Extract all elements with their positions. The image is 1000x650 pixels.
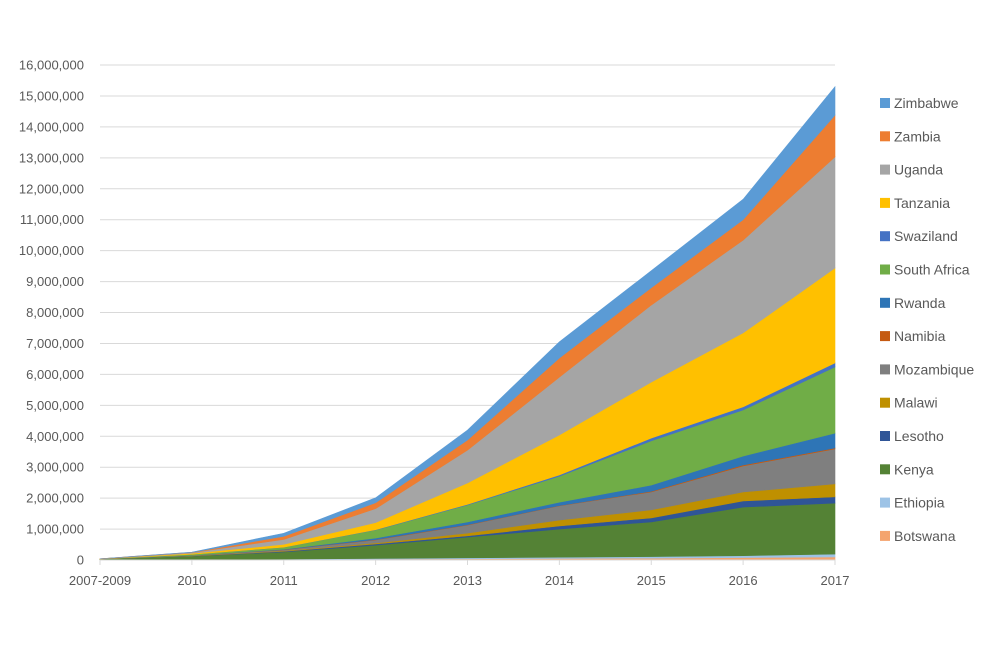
y-tick-label: 1,000,000 — [26, 522, 84, 537]
legend-item: Uganda — [880, 162, 943, 178]
legend-item: Zambia — [880, 128, 941, 144]
x-tick-label: 2013 — [453, 573, 482, 588]
legend-label: Ethiopia — [894, 495, 945, 511]
legend-label: Tanzania — [894, 195, 950, 211]
legend-item: Swaziland — [880, 228, 958, 244]
legend-swatch — [880, 530, 890, 541]
legend-label: South Africa — [894, 262, 970, 278]
y-tick-label: 5,000,000 — [26, 398, 84, 413]
y-tick-label: 16,000,000 — [19, 58, 84, 73]
legend-label: Kenya — [894, 461, 934, 477]
x-axis: 2007-2009 2010 2011 2012 2013 2014 2015 2016 201… — [69, 559, 850, 588]
legend-label: Zimbabwe — [894, 95, 959, 111]
legend-swatch — [880, 164, 890, 175]
y-tick-label: 7,000,000 — [26, 336, 84, 351]
y-tick-label: 4,000,000 — [26, 429, 84, 444]
x-tick-label: 2012 — [361, 573, 390, 588]
legend-item: Tanzania — [880, 195, 950, 211]
y-tick-label: 3,000,000 — [26, 460, 84, 475]
y-tick-label: 2,000,000 — [26, 491, 84, 506]
legend-swatch — [880, 98, 890, 108]
y-tick-label: 10,000,000 — [19, 243, 84, 258]
y-tick-label: 15,000,000 — [19, 88, 84, 103]
legend-swatch — [880, 497, 890, 508]
legend-label: Namibia — [894, 328, 946, 344]
legend-swatch — [880, 431, 890, 441]
x-tick-label: 2016 — [729, 573, 758, 588]
legend-swatch — [880, 231, 890, 242]
legend-item: Zimbabwe — [880, 95, 959, 111]
legend-swatch — [880, 464, 890, 475]
legend-item: Namibia — [880, 328, 946, 344]
x-tick-label: 2011 — [270, 573, 298, 588]
y-tick-label: 11,000,000 — [20, 212, 84, 227]
legend-swatch — [880, 331, 890, 342]
legend-label: Mozambique — [894, 361, 974, 377]
gridlines — [100, 64, 835, 530]
legend-swatch — [880, 297, 890, 308]
y-tick-label: 8,000,000 — [26, 305, 84, 320]
y-axis: 0 1,000,000 2,000,000 3,000,000 4,000,000 5,0… — [19, 58, 84, 568]
legend-item: Malawi — [880, 395, 938, 411]
legend-swatch — [880, 264, 890, 275]
legend-label: Lesotho — [894, 428, 944, 444]
x-tick-label: 2007-2009 — [69, 573, 131, 588]
legend-item: Mozambique — [880, 361, 974, 377]
legend-label: Botswana — [894, 528, 956, 544]
legend-label: Swaziland — [894, 228, 958, 244]
legend-swatch — [880, 397, 890, 408]
legend-item: Botswana — [880, 528, 956, 544]
x-tick-label: 2014 — [545, 573, 574, 588]
legend-swatch — [880, 197, 890, 208]
legend-item: South Africa — [880, 262, 970, 278]
legend-label: Zambia — [894, 128, 941, 144]
x-tick-label: 2015 — [637, 573, 666, 588]
area-zimbabwe — [99, 85, 836, 560]
area-series — [99, 85, 836, 561]
legend: Zimbabwe Zambia Uganda Tanzania Swaziland Sou… — [880, 95, 974, 544]
legend-swatch — [880, 364, 890, 375]
y-tick-label: 9,000,000 — [26, 274, 84, 289]
y-tick-label: 13,000,000 — [19, 150, 84, 165]
legend-item: Lesotho — [880, 428, 944, 444]
legend-label: Rwanda — [894, 295, 946, 311]
y-tick-label: 6,000,000 — [26, 367, 84, 382]
y-tick-label: 12,000,000 — [19, 181, 84, 196]
legend-label: Malawi — [894, 395, 938, 411]
y-tick-label: 14,000,000 — [19, 119, 84, 134]
legend-label: Uganda — [894, 162, 943, 178]
x-tick-label: 2010 — [177, 573, 206, 588]
legend-item: Kenya — [880, 461, 934, 477]
y-tick-label: 0 — [77, 553, 84, 568]
legend-item: Rwanda — [880, 295, 946, 311]
legend-item: Ethiopia — [880, 495, 945, 511]
legend-swatch — [880, 131, 890, 142]
x-tick-label: 2017 — [821, 573, 850, 588]
